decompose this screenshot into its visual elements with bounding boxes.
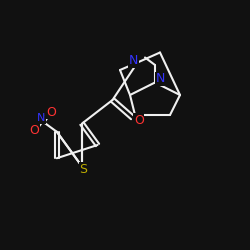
Text: +: + [43, 112, 50, 120]
Text: S: S [79, 163, 87, 176]
Text: O: O [30, 124, 40, 137]
Text: N: N [155, 72, 165, 85]
Text: O: O [46, 106, 56, 119]
Text: N: N [37, 114, 46, 124]
Text: O: O [134, 114, 144, 126]
Text: N: N [129, 54, 138, 67]
